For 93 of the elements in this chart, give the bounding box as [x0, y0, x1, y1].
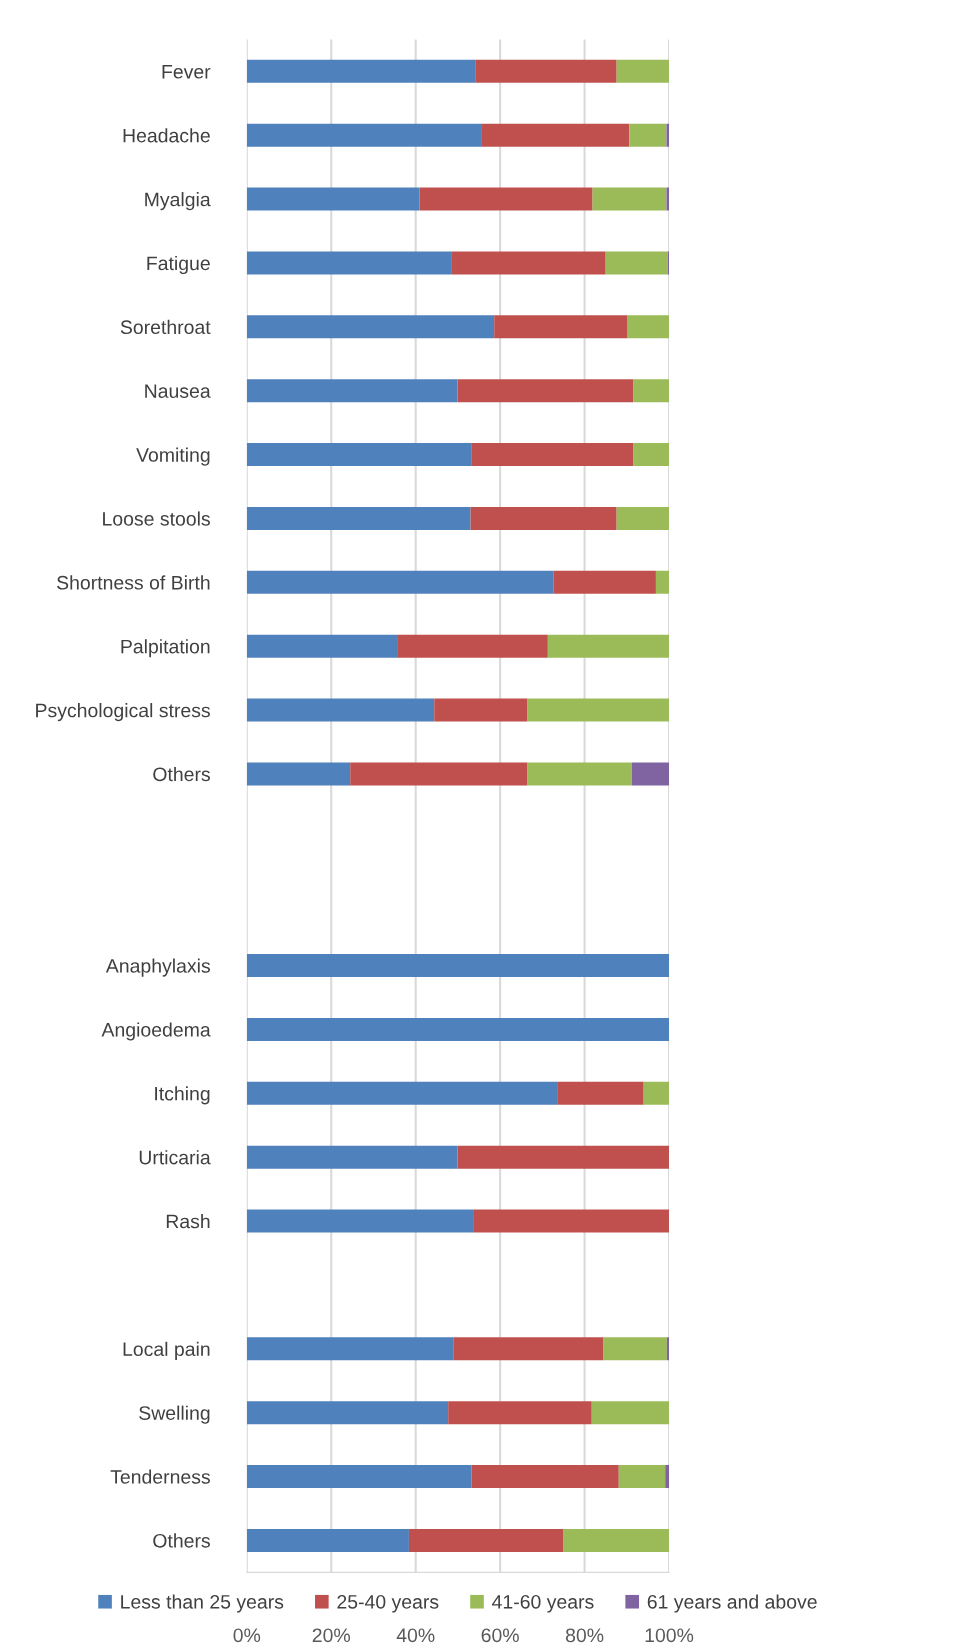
bar	[666, 1337, 670, 1361]
y-tick-label: Fever	[162, 65, 211, 79]
y-tick-label: Fatigue	[147, 255, 210, 275]
bar	[643, 1081, 670, 1105]
bar	[475, 59, 617, 83]
y-tick-label: Loose stools	[103, 511, 210, 526]
bar	[618, 1465, 666, 1489]
bar	[246, 1528, 409, 1552]
y-tick-label: Swelling	[139, 1405, 210, 1424]
bar	[616, 506, 670, 530]
x-tick-label: 20%	[312, 1628, 350, 1643]
bar	[457, 1145, 670, 1169]
y-tick-label: Others	[153, 1533, 210, 1548]
bar	[527, 762, 632, 786]
y-tick-label: Itching	[155, 1086, 210, 1105]
bar	[246, 1209, 474, 1233]
bar	[633, 379, 670, 403]
bar	[633, 443, 670, 467]
y-tick-label: Tenderness	[110, 1469, 210, 1484]
y-tick-label: Sorethroat	[120, 319, 211, 335]
bar	[627, 315, 670, 339]
legend-label: 25-40 years	[337, 1594, 439, 1613]
bar	[527, 698, 670, 722]
y-tick-label: Shortness of Birth	[57, 575, 210, 590]
bar	[553, 570, 656, 594]
x-tick-label: 80%	[565, 1628, 604, 1643]
bar	[616, 59, 670, 83]
bar	[350, 762, 528, 786]
bar	[246, 570, 554, 594]
x-tick-label: 40%	[396, 1628, 435, 1643]
bar	[471, 1465, 619, 1489]
y-tick-label: Vomiting	[136, 447, 210, 466]
bar	[481, 123, 630, 147]
bar	[246, 1401, 449, 1425]
y-tick-label: Others	[153, 766, 210, 782]
bar	[448, 1401, 592, 1425]
bar	[631, 762, 670, 786]
bar	[473, 1209, 670, 1233]
y-tick-label: Psychological stress	[36, 703, 210, 722]
bar	[246, 1145, 458, 1169]
bar	[471, 443, 634, 467]
y-tick-label: Rash	[166, 1214, 210, 1229]
legend-label: 61 years and above	[647, 1594, 817, 1613]
bar	[494, 315, 628, 339]
bar	[603, 1337, 667, 1361]
x-tick-label: 60%	[481, 1628, 519, 1643]
bar	[451, 251, 606, 275]
y-tick-label: Nausea	[145, 384, 211, 398]
bar	[453, 1337, 604, 1361]
bar	[246, 379, 458, 403]
bar	[605, 251, 668, 275]
y-tick-label: Headache	[123, 128, 210, 143]
bar	[419, 187, 593, 211]
y-tick-label: Palpitation	[121, 639, 210, 658]
bar	[665, 1465, 670, 1489]
bar	[563, 1528, 670, 1552]
bar	[629, 123, 667, 147]
bar	[246, 59, 476, 83]
bar	[246, 634, 398, 658]
bar	[246, 1017, 670, 1041]
bar	[592, 187, 667, 211]
bar	[408, 1528, 564, 1552]
bar	[246, 251, 452, 275]
y-tick-label: Urticaria	[139, 1150, 211, 1165]
bar	[655, 570, 670, 594]
x-tick-label: 100%	[645, 1628, 694, 1643]
bar	[246, 315, 495, 339]
bar	[457, 379, 634, 403]
bar	[246, 1081, 558, 1105]
bar	[246, 443, 472, 467]
y-tick-label: Angioedema	[101, 1022, 211, 1041]
y-tick-label: Anaphylaxis	[105, 958, 210, 977]
bar	[434, 698, 528, 722]
bar	[666, 187, 670, 211]
bar	[246, 187, 420, 211]
bar	[666, 123, 670, 147]
bar	[246, 506, 471, 530]
y-tick-label: Local pain	[123, 1341, 210, 1360]
bar	[591, 1401, 670, 1425]
bar	[246, 123, 482, 147]
bar	[246, 1337, 454, 1361]
bar	[547, 634, 670, 658]
bar	[246, 1465, 472, 1489]
y-tick-label: Myalgia	[145, 192, 211, 211]
bar	[246, 698, 435, 722]
bar	[246, 954, 670, 978]
bar	[397, 634, 548, 658]
bar	[246, 762, 351, 786]
legend-label: Less than 25 years	[121, 1594, 284, 1613]
bar	[470, 506, 617, 530]
legend-label: 41-60 years	[492, 1594, 594, 1613]
bar	[557, 1081, 644, 1105]
x-tick-label: 0%	[233, 1628, 261, 1643]
